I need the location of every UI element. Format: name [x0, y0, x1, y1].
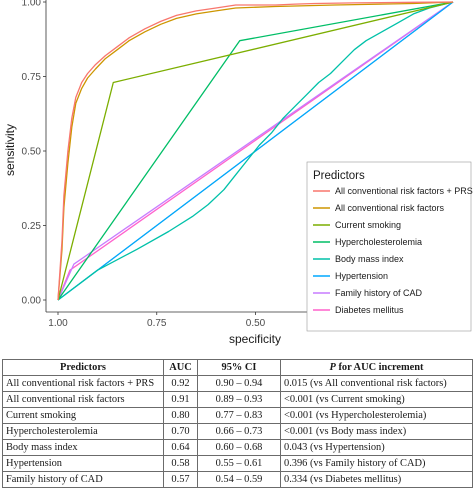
cell-auc: 0.58	[163, 455, 198, 472]
table-header-row: Predictors AUC 95% CI P for AUC incremen…	[2, 359, 473, 376]
legend-label: All conventional risk factors + PRS	[335, 186, 473, 196]
y-tick-label: 0.50	[22, 147, 42, 158]
header-ci: 95% CI	[197, 359, 281, 376]
cell-auc: 0.70	[163, 423, 198, 440]
roc-curves	[57, 1, 454, 301]
cell-predictor: Hypertension	[2, 455, 164, 472]
legend-label: Current smoking	[335, 220, 401, 230]
cell-predictor: Current smoking	[2, 407, 164, 424]
y-tick-label: 0.25	[22, 221, 42, 232]
header-auc: AUC	[163, 359, 198, 376]
cell-p-increment: <0.001 (vs Hypercholesterolemia)	[280, 407, 473, 424]
y-tick-label: 1.00	[22, 0, 42, 9]
roc-chart: 0.00 0.25 0.50 0.75 1.00 1.00 0.75 0.50 0.25 0.0…	[3, 0, 473, 346]
table-row: Current smoking 0.80 0.77 – 0.83 <0.001 (vs…	[2, 407, 473, 424]
roc-curve-family-history-of-cad	[57, 1, 454, 301]
cell-p-increment: 0.396 (vs Family history of CAD)	[280, 455, 473, 472]
cell-ci: 0.55 – 0.61	[197, 455, 281, 472]
cell-predictor: All conventional risk factors + PRS	[2, 375, 164, 392]
cell-predictor: Body mass index	[2, 439, 164, 456]
legend-label: Diabetes mellitus	[335, 305, 404, 315]
table-row: Body mass index 0.64 0.60 – 0.68 0.043 (vs …	[2, 439, 473, 456]
legend-label: Hypercholesterolemia	[335, 237, 422, 247]
cell-p-increment: 0.015 (vs All conventional risk factors)	[280, 375, 473, 392]
x-tick-label: 0.75	[147, 318, 167, 329]
cell-predictor: Hypercholesterolemia	[2, 423, 164, 440]
roc-curve-body-mass-index	[57, 1, 454, 301]
x-tick-label: 1.00	[48, 318, 68, 329]
cell-auc: 0.91	[163, 391, 198, 408]
cell-ci: 0.89 – 0.93	[197, 391, 281, 408]
cell-auc: 0.92	[163, 375, 198, 392]
legend-title: Predictors	[313, 170, 365, 182]
header-p-increment: P for AUC increment	[280, 359, 473, 376]
roc-curve-all-conventional-risk-factors-prs	[57, 1, 454, 301]
legend-label: Body mass index	[335, 254, 404, 264]
cell-predictor: All conventional risk factors	[2, 391, 164, 408]
x-axis-title: specificity	[229, 332, 281, 346]
y-axis-title: sensitivity	[3, 124, 17, 176]
table-row: Hypercholesterolemia 0.70 0.66 – 0.73 <0.00…	[2, 423, 473, 440]
table-body: All conventional risk factors + PRS 0.92 0…	[2, 375, 473, 488]
cell-auc: 0.64	[163, 439, 198, 456]
roc-curve-current-smoking	[57, 1, 454, 301]
legend-items: All conventional risk factors + PRS All c…	[313, 186, 473, 315]
cell-ci: 0.60 – 0.68	[197, 439, 281, 456]
header-p-text: for AUC increment	[335, 362, 424, 373]
cell-auc: 0.80	[163, 407, 198, 424]
cell-p-increment: <0.001 (vs Current smoking)	[280, 391, 473, 408]
y-tick-label: 0.75	[22, 72, 42, 83]
table-row: Hypertension 0.58 0.55 – 0.61 0.396 (vs Fam…	[2, 455, 473, 472]
legend: Predictors All conventional risk factors…	[306, 161, 473, 332]
table-row: All conventional risk factors 0.91 0.89 – …	[2, 391, 473, 408]
header-p-symbol: P	[329, 362, 336, 373]
legend-label: All conventional risk factors	[335, 203, 445, 213]
cell-ci: 0.66 – 0.73	[197, 423, 281, 440]
cell-p-increment: <0.001 (vs Body mass index)	[280, 423, 473, 440]
y-axis-ticks: 0.00 0.25 0.50 0.75 1.00	[22, 0, 46, 307]
legend-box	[306, 161, 472, 332]
x-tick-label: 0.50	[246, 318, 266, 329]
auc-table: Predictors AUC 95% CI P for AUC incremen…	[2, 359, 473, 488]
table-row: All conventional risk factors + PRS 0.92 0…	[2, 375, 473, 392]
roc-curve-hypercholesterolemia	[57, 1, 454, 301]
legend-label: Family history of CAD	[335, 288, 423, 298]
cell-ci: 0.90 – 0.94	[197, 375, 281, 392]
legend-label: Hypertension	[335, 271, 388, 281]
header-predictors: Predictors	[2, 359, 164, 376]
cell-ci: 0.77 – 0.83	[197, 407, 281, 424]
cell-p-increment: 0.043 (vs Hypertension)	[280, 439, 473, 456]
roc-curve-all-conventional-risk-factors	[57, 1, 454, 301]
y-tick-label: 0.00	[22, 296, 42, 307]
